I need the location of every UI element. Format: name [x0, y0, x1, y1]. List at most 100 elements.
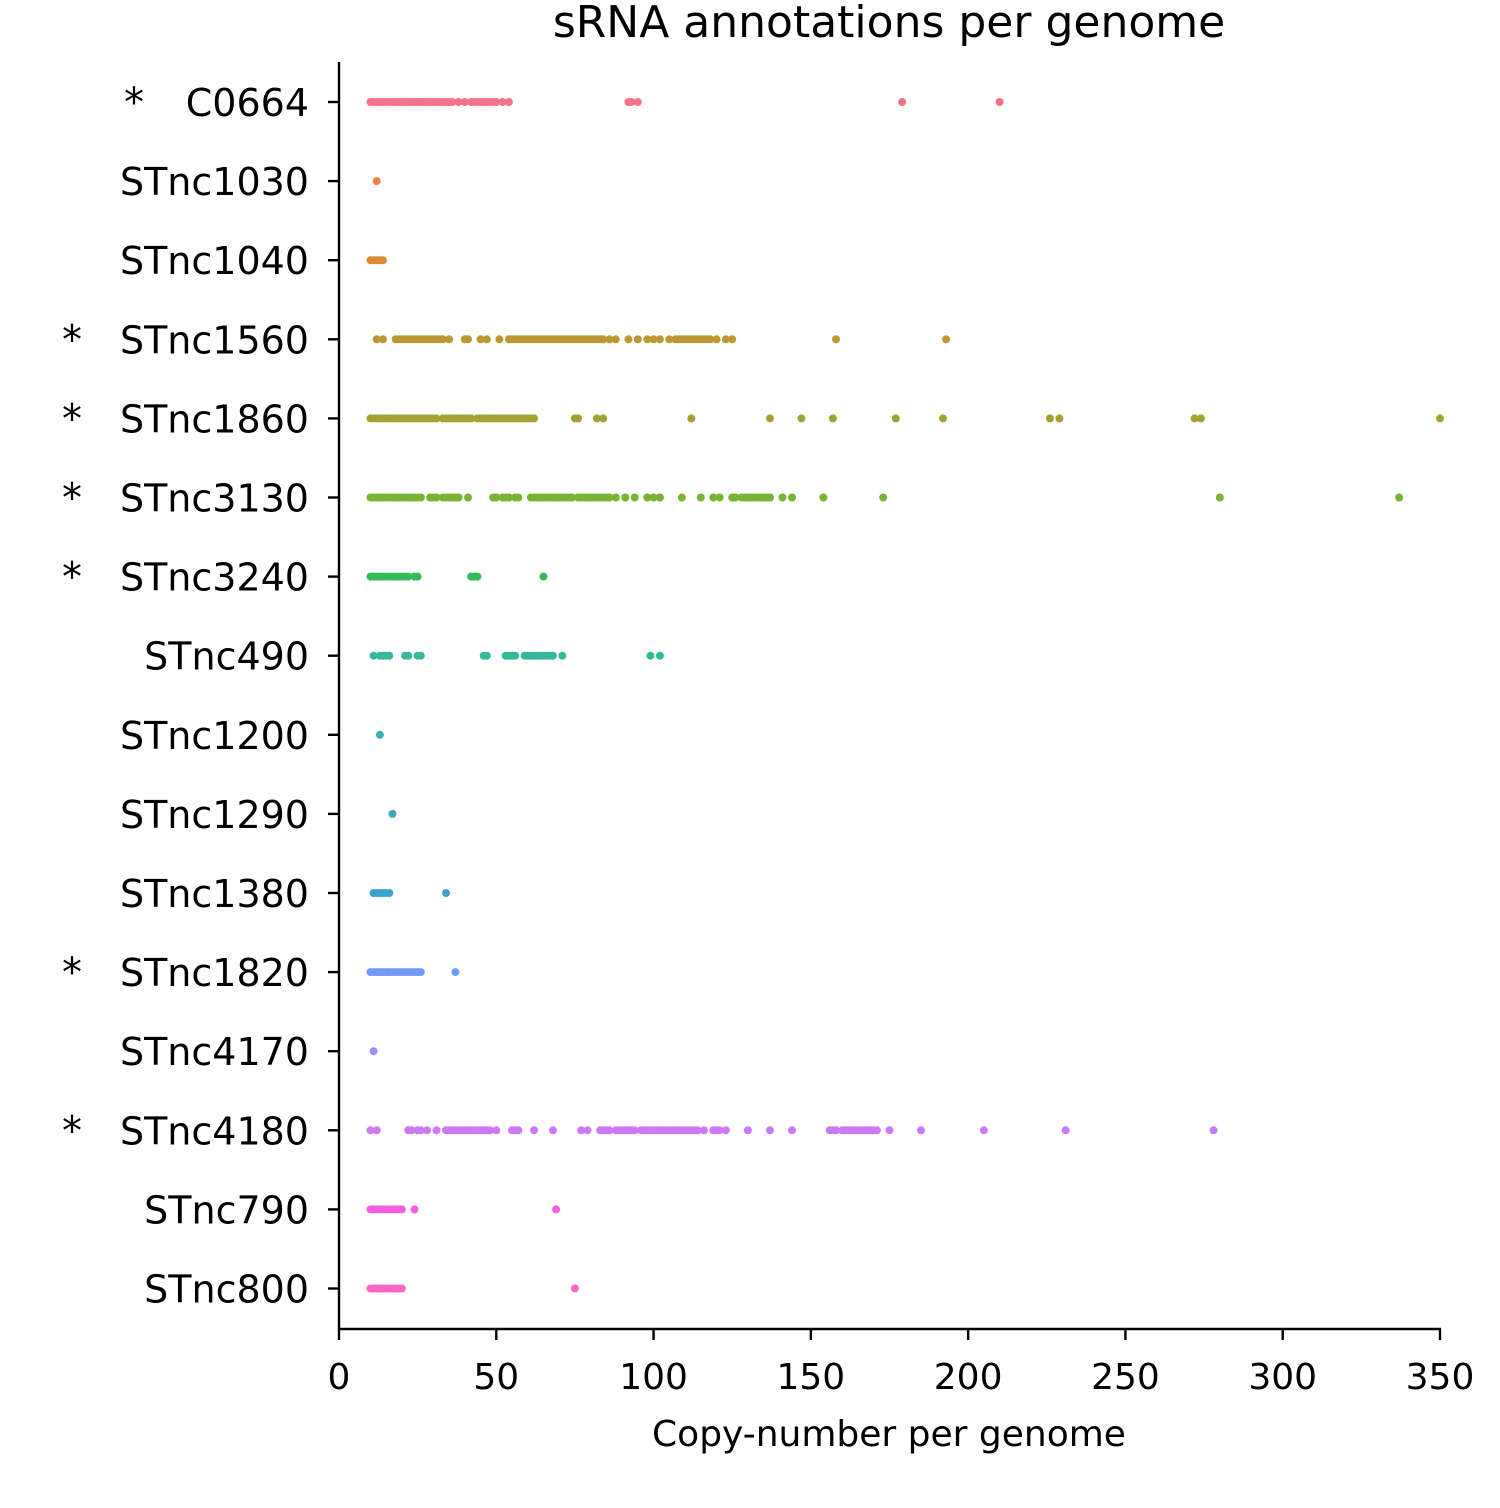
data-point: STnc1860: 272	[1190, 414, 1199, 423]
data-point: STnc490: 11	[369, 651, 378, 660]
data-point: STnc4180: 50	[492, 1126, 501, 1135]
data-point: STnc1560: 100	[649, 335, 658, 344]
data-point: STnc1560: 41	[464, 335, 472, 344]
data-point: STnc1560: 158	[832, 335, 840, 344]
data-point: STnc3240: 22	[404, 572, 413, 581]
x-tick-label: 0	[328, 1357, 351, 1398]
data-point: STnc1860: 192	[939, 414, 947, 423]
y-tick-label: STnc1200	[120, 714, 309, 758]
significance-star: *	[62, 950, 82, 996]
data-point: STnc3130: 98	[643, 493, 652, 502]
data-point: STnc790: 24	[410, 1205, 419, 1214]
data-point: STnc3130: 121	[715, 493, 724, 502]
data-point: STnc1560: 45	[476, 335, 485, 344]
y-tick-label: STnc790	[144, 1188, 309, 1232]
x-tick-label: 150	[776, 1357, 845, 1398]
y-tick-label: STnc3130	[120, 477, 309, 521]
chart-title: sRNA annotations per genome	[553, 0, 1225, 48]
x-tick-label: 50	[473, 1357, 519, 1398]
data-point: STnc1860: 31	[432, 414, 441, 423]
data-point: STnc1030: 12	[372, 177, 381, 186]
data-point: STnc4180: 26	[416, 1126, 425, 1135]
data-point: STnc4180: 205	[979, 1126, 988, 1135]
data-point: STnc1560: 35	[445, 335, 454, 344]
data-point: STnc1860: 157	[828, 414, 837, 423]
y-tick-label: STnc3240	[120, 556, 309, 600]
data-point: STnc1560: 84	[599, 335, 608, 344]
data-point: STnc4180: 62	[530, 1126, 538, 1135]
data-point: STnc1200: 13	[375, 730, 384, 739]
data-point: STnc1560: 120	[712, 335, 721, 344]
data-point: STnc1560: 98	[643, 335, 652, 344]
data-point: STnc3130: 74	[567, 493, 576, 502]
data-point: STnc1860: 147	[797, 414, 806, 423]
data-point: STnc3130: 141	[778, 493, 787, 502]
data-point: STnc1560: 51	[495, 335, 504, 344]
data-point: STnc1560: 123	[721, 335, 730, 344]
data-point: STnc790: 20	[397, 1205, 406, 1214]
data-point: STnc4180: 144	[788, 1126, 796, 1135]
y-tick-label: STnc4170	[120, 1030, 309, 1074]
data-point: C0664: 52	[498, 98, 507, 106]
data-point: STnc4180: 31	[432, 1126, 441, 1135]
y-tick-label: STnc1820	[120, 951, 309, 995]
data-point: STnc1040: 14	[379, 256, 387, 265]
data-point: STnc4180: 94	[630, 1126, 639, 1135]
data-point: STnc4180: 114	[693, 1126, 702, 1135]
data-point: STnc1860: 137	[766, 414, 774, 423]
data-point: STnc4180: 121	[715, 1126, 724, 1135]
data-point: STnc490: 26	[416, 651, 425, 660]
x-tick-label: 300	[1248, 1357, 1317, 1398]
data-point: STnc3130: 115	[696, 493, 705, 502]
data-point: STnc3130: 88	[611, 493, 620, 502]
data-point: STnc3130: 31	[432, 493, 441, 502]
data-point: STnc3130: 94	[630, 493, 639, 502]
data-point: STnc4180: 79	[583, 1126, 592, 1135]
y-tick-label: STnc1040	[120, 239, 309, 283]
x-tick-label: 100	[619, 1357, 688, 1398]
data-point: STnc490: 56	[511, 651, 520, 660]
data-point: C0664: 36	[448, 98, 457, 106]
data-point: STnc1560: 118	[706, 335, 715, 344]
y-tick-label: STnc4180	[120, 1109, 309, 1153]
data-point: STnc1560: 47	[482, 335, 491, 344]
data-point: STnc1820: 37	[451, 968, 460, 977]
points-layer: C0664: 10C0664: 11C0664: 12C0664: 13C066…	[366, 98, 1444, 1293]
y-tick-label: STnc1380	[120, 872, 309, 916]
data-point: STnc4180: 278	[1209, 1126, 1218, 1135]
data-point: STnc4180: 123	[721, 1126, 730, 1135]
significance-star: *	[62, 396, 82, 442]
data-point: STnc490: 68	[548, 651, 557, 660]
data-point: STnc1560: 102	[655, 335, 664, 344]
data-point: STnc1860: 76	[574, 414, 583, 423]
data-point: STnc1860: 82	[592, 414, 601, 423]
data-point: STnc3130: 154	[819, 493, 828, 502]
data-point: STnc1560: 95	[633, 335, 642, 344]
y-tick-label: STnc1560	[120, 318, 309, 362]
x-tick-label: 350	[1406, 1357, 1475, 1398]
data-point: STnc4180: 12	[372, 1126, 381, 1135]
data-point: STnc800: 20	[397, 1284, 406, 1293]
data-point: STnc1820: 26	[416, 968, 425, 977]
data-point: STnc800: 75	[570, 1284, 579, 1293]
data-point: STnc3130: 280	[1215, 493, 1224, 502]
data-point: STnc4180: 10	[366, 1126, 375, 1135]
x-tick-label: 200	[934, 1357, 1003, 1398]
data-point: STnc1860: 229	[1055, 414, 1064, 423]
data-point: STnc3130: 173	[879, 493, 888, 502]
data-point: STnc3130: 144	[788, 493, 796, 502]
significance-star: *	[62, 555, 82, 601]
data-point: STnc490: 99	[646, 651, 655, 660]
data-point: STnc3240: 65	[539, 572, 548, 581]
data-point: STnc1860: 350	[1436, 414, 1444, 423]
data-point: STnc4180: 137	[766, 1126, 774, 1135]
data-point: C0664: 50	[492, 98, 501, 106]
data-point: STnc490: 71	[558, 651, 567, 660]
data-point: STnc1860: 177	[891, 414, 900, 423]
data-point: STnc3130: 100	[649, 493, 658, 502]
data-point: STnc1560: 33	[438, 335, 447, 344]
data-point: STnc4180: 68	[548, 1126, 557, 1135]
y-tick-label: STnc800	[144, 1268, 309, 1312]
data-point: STnc4180: 57	[514, 1126, 523, 1135]
